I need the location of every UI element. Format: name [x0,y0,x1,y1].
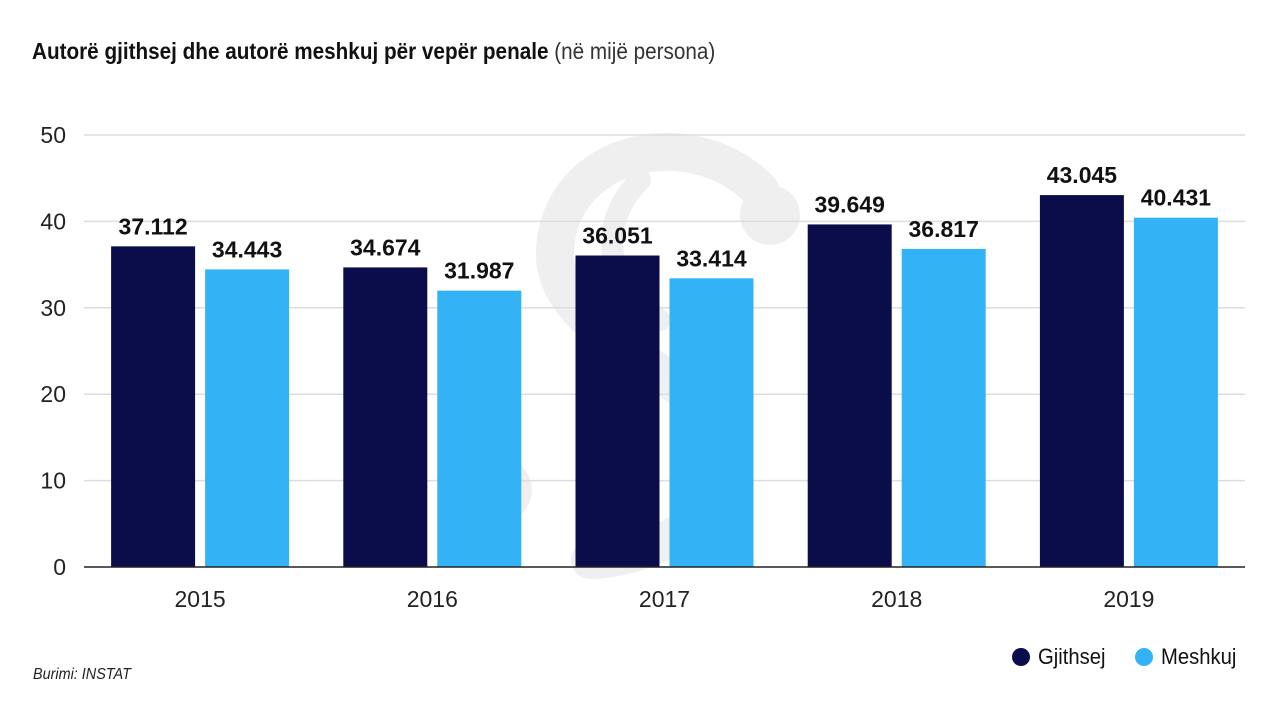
data-label: 40.431 [1141,185,1212,211]
data-label: 43.045 [1047,162,1118,188]
legend-label-gjithsej: Gjithsej [1037,644,1106,669]
data-label: 36.817 [909,216,979,242]
legend-label-meshkuj: Meshkuj [1161,644,1237,669]
chart-title-main: Autorë gjithsej dhe autorë meshkuj për v… [32,38,549,64]
x-tick-label: 2019 [1103,586,1154,612]
y-tick-label: 0 [53,554,66,580]
bar-meshkuj-2018 [901,248,986,567]
legend-item-meshkuj: Meshkuj [1135,644,1243,670]
chart-title: Autorë gjithsej dhe autorë meshkuj për v… [32,38,715,65]
data-label: 34.443 [212,236,282,262]
data-label: 39.649 [815,191,885,217]
y-tick-label: 20 [40,381,66,407]
bar-gjithsej-2017 [575,255,660,568]
x-tick-label: 2015 [175,586,226,612]
bar-meshkuj-2016 [437,290,522,567]
x-tick-label: 2016 [407,586,458,612]
legend-swatch-meshkuj [1135,648,1154,666]
data-label: 37.112 [119,213,188,239]
x-tick-label: 2018 [871,586,922,612]
data-label: 36.051 [582,223,653,249]
data-label: 34.674 [350,234,421,260]
legend: Gjithsej Meshkuj [988,644,1243,670]
legend-item-gjithsej: Gjithsej [1011,644,1111,670]
chart-subtitle: (në mijë persona) [554,38,716,64]
bar-meshkuj-2017 [669,278,754,567]
x-tick-label: 2017 [639,586,690,612]
y-tick-label: 40 [40,208,66,234]
data-labels: 37.112 34.443 34.674 31.987 36.051 33.414 39.6… [119,162,1212,284]
data-label: 31.987 [444,258,514,284]
bar-meshkuj-2019 [1133,217,1218,568]
y-tick-label: 30 [40,295,66,321]
y-tick-label: 10 [40,468,66,494]
axes: 0 10 20 30 40 50 2015 2016 2017 2018 2019 [40,122,1245,612]
bar-gjithsej-2019 [1039,195,1124,568]
data-label: 33.414 [676,245,747,271]
bar-gjithsej-2016 [343,267,428,567]
y-tick-label: 50 [40,122,66,148]
bar-meshkuj-2015 [205,269,290,567]
bar-gjithsej-2015 [111,246,196,567]
legend-swatch-gjithsej [1011,648,1030,666]
bar-gjithsej-2018 [807,224,892,568]
bars [111,195,1218,568]
source-note: Burimi: INSTAT [33,666,131,683]
